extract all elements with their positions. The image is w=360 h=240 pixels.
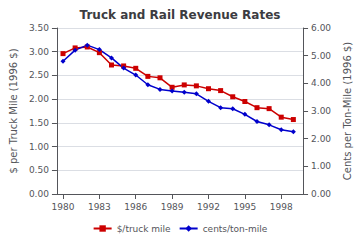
svg-text:2.00: 2.00: [311, 134, 331, 144]
svg-text:Cents per Ton-Mile (1996 $): Cents per Ton-Mile (1996 $): [342, 42, 353, 180]
svg-text:2.50: 2.50: [29, 70, 49, 80]
svg-text:$/truck mile: $/truck mile: [117, 224, 171, 234]
svg-text:$ per Truck Mile (1996 $): $ per Truck Mile (1996 $): [8, 48, 19, 173]
svg-text:6.00: 6.00: [311, 23, 331, 33]
svg-text:3.00: 3.00: [29, 47, 49, 57]
svg-text:cents/ton-mile: cents/ton-mile: [203, 224, 268, 234]
svg-text:1989: 1989: [161, 202, 184, 212]
svg-text:4.00: 4.00: [311, 78, 331, 88]
svg-text:1992: 1992: [197, 202, 220, 212]
svg-text:1.50: 1.50: [29, 118, 49, 128]
svg-text:2.00: 2.00: [29, 94, 49, 104]
svg-text:3.50: 3.50: [29, 23, 49, 33]
svg-text:0.00: 0.00: [311, 189, 331, 199]
svg-text:1998: 1998: [270, 202, 293, 212]
svg-text:0.50: 0.50: [29, 165, 49, 175]
svg-text:0.00: 0.00: [29, 189, 49, 199]
svg-text:1.00: 1.00: [29, 142, 49, 152]
svg-text:Truck and Rail Revenue Rates: Truck and Rail Revenue Rates: [80, 8, 281, 22]
svg-text:3.00: 3.00: [311, 106, 331, 116]
svg-text:1986: 1986: [124, 202, 147, 212]
svg-text:1983: 1983: [88, 202, 111, 212]
svg-text:5.00: 5.00: [311, 51, 331, 61]
svg-text:1.00: 1.00: [311, 161, 331, 171]
svg-text:1980: 1980: [52, 202, 75, 212]
svg-text:1995: 1995: [233, 202, 256, 212]
